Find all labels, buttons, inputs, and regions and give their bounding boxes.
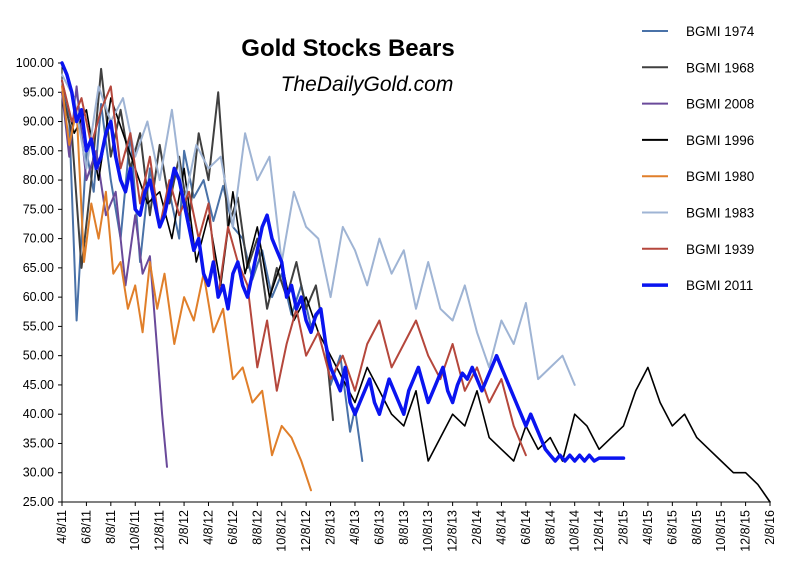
legend-label-bgmi-1968: BGMI 1968 — [686, 60, 754, 75]
x-tick-label: 6/8/15 — [665, 510, 679, 545]
x-tick-label: 4/8/15 — [641, 510, 655, 545]
series-line-bgmi-2011 — [60, 61, 626, 463]
chart-subtitle: TheDailyGold.com — [281, 73, 454, 96]
x-tick-label: 10/8/11 — [128, 510, 142, 551]
legend-label-bgmi-2011: BGMI 2011 — [686, 278, 753, 293]
x-tick-label: 2/8/16 — [763, 510, 777, 545]
legend-label-bgmi-1939: BGMI 1939 — [686, 242, 754, 257]
x-tick-label: 4/8/11 — [55, 510, 69, 544]
y-tick-label: 60.00 — [23, 290, 54, 304]
x-tick-label: 2/8/12 — [177, 510, 191, 545]
y-tick-label: 50.00 — [23, 349, 54, 363]
x-tick-label: 12/8/11 — [153, 510, 167, 551]
y-tick-label: 30.00 — [23, 466, 54, 480]
axes-layer: 25.00 30.00 35.00 40.00 45.00 50.00 55.00 60.00… — [16, 56, 777, 552]
x-tick-label: 12/8/14 — [592, 510, 606, 552]
x-tick-label: 10/8/14 — [568, 510, 582, 552]
y-tick-label: 40.00 — [23, 407, 54, 421]
x-tick-label: 12/8/12 — [299, 510, 313, 552]
legend-label-bgmi-1983: BGMI 1983 — [686, 206, 754, 221]
legend-label-bgmi-1980: BGMI 1980 — [686, 169, 754, 184]
legend-label-bgmi-1996: BGMI 1996 — [686, 133, 754, 148]
x-tick-label: 6/8/13 — [372, 510, 386, 545]
x-tick-label: 6/8/11 — [79, 510, 93, 544]
series-line-bgmi-2008 — [61, 85, 168, 468]
x-tick-label: 6/8/12 — [226, 510, 240, 545]
x-tick-label: 12/8/13 — [446, 510, 460, 552]
y-tick-label: 80.00 — [23, 173, 54, 187]
x-tick-label: 8/8/15 — [690, 510, 704, 545]
chart-title: Gold Stocks Bears — [241, 35, 454, 62]
y-tick-label: 85.00 — [23, 144, 54, 158]
x-tick-label: 6/8/14 — [519, 510, 533, 545]
y-tick-label: 65.00 — [23, 261, 54, 275]
x-tick-label: 2/8/15 — [617, 510, 631, 545]
series-layer — [60, 61, 771, 503]
series-line-bgmi-1980 — [61, 85, 312, 492]
y-tick-label: 95.00 — [23, 85, 54, 99]
x-tick-label: 8/8/12 — [250, 510, 264, 545]
y-tick-label: 35.00 — [23, 436, 54, 450]
x-tick-label: 4/8/13 — [348, 510, 362, 545]
y-tick-label: 55.00 — [23, 319, 54, 333]
series-line-bgmi-1983 — [61, 73, 576, 386]
x-tick-label: 8/8/14 — [543, 510, 557, 545]
y-tick-label: 90.00 — [23, 115, 54, 129]
x-tick-label: 8/8/13 — [397, 510, 411, 545]
x-tick-label: 2/8/14 — [470, 510, 484, 545]
y-tick-label: 25.00 — [23, 495, 54, 509]
x-tick-label: 10/8/12 — [275, 510, 289, 552]
x-tick-label: 2/8/13 — [324, 510, 338, 545]
legend-label-bgmi-1974: BGMI 1974 — [686, 24, 755, 39]
x-tick-label: 4/8/12 — [201, 510, 215, 545]
legend: BGMI 1974 BGMI 1968 BGMI 2008 BGMI 1996 BGMI… — [642, 24, 755, 293]
series-line-bgmi-1996 — [61, 79, 771, 503]
x-tick-label: 10/8/15 — [714, 510, 728, 552]
x-tick-label: 4/8/14 — [494, 510, 508, 545]
legend-label-bgmi-2008: BGMI 2008 — [686, 97, 754, 112]
y-tick-label: 75.00 — [23, 202, 54, 216]
y-tick-label: 45.00 — [23, 378, 54, 392]
title-layer: Gold Stocks Bears TheDailyGold.com — [241, 35, 454, 96]
x-tick-label: 12/8/15 — [739, 510, 753, 552]
x-tick-label: 10/8/13 — [421, 510, 435, 552]
x-tick-label: 8/8/11 — [104, 510, 118, 544]
y-tick-label: 70.00 — [23, 232, 54, 246]
y-tick-label: 100.00 — [16, 56, 54, 70]
